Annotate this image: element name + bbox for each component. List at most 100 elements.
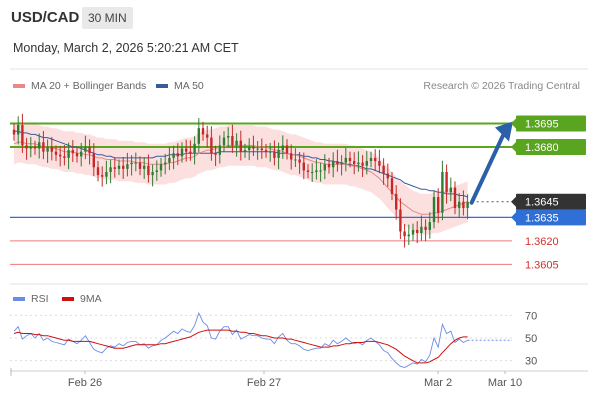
candle-body bbox=[403, 231, 406, 237]
forecast-arrow-head bbox=[495, 121, 513, 142]
candle-body bbox=[17, 125, 20, 135]
level-badge-pointer bbox=[511, 195, 517, 208]
candle-body bbox=[243, 150, 247, 152]
candle-body bbox=[63, 156, 66, 158]
candle-body bbox=[365, 161, 368, 166]
candle-body bbox=[25, 145, 28, 149]
rsi-tick-label: 50 bbox=[525, 333, 537, 345]
candle-body bbox=[399, 209, 402, 232]
forecast-arrow-shaft bbox=[469, 133, 505, 205]
candle-body bbox=[277, 150, 280, 158]
x-tick-label: Mar 10 bbox=[488, 377, 522, 389]
candle-body bbox=[92, 153, 95, 168]
candle-body bbox=[256, 148, 259, 150]
candle-body bbox=[311, 172, 314, 173]
candle-body bbox=[59, 154, 62, 157]
candle-body bbox=[231, 136, 234, 146]
candle-body bbox=[285, 145, 289, 154]
ma50-label: MA 50 bbox=[174, 80, 204, 92]
candle-body bbox=[306, 170, 310, 172]
candle-body bbox=[336, 161, 339, 165]
candle-body bbox=[302, 162, 305, 171]
candle-body bbox=[390, 178, 394, 194]
x-tick-label: Feb 26 bbox=[68, 377, 102, 389]
candle-body bbox=[466, 201, 469, 208]
level-badge-pointer bbox=[511, 140, 517, 153]
timeframe-button[interactable]: 30 MIN bbox=[82, 7, 133, 29]
candle-body bbox=[197, 128, 200, 144]
candle-body bbox=[432, 197, 436, 223]
legend-rsi: RSI bbox=[13, 293, 49, 305]
level-badge-1-3695 bbox=[516, 115, 586, 132]
candle-body bbox=[126, 164, 129, 169]
rsi-swatch bbox=[13, 297, 25, 302]
candle-body bbox=[122, 165, 125, 169]
candle-body bbox=[344, 157, 347, 163]
candle-body bbox=[21, 125, 24, 146]
candle-body bbox=[71, 150, 74, 154]
candle-body bbox=[96, 167, 100, 176]
candle-body bbox=[441, 172, 444, 213]
candle-body bbox=[201, 128, 205, 135]
legend-ma20: MA 20 + Bollinger Bands bbox=[13, 80, 146, 92]
candle-body bbox=[227, 136, 230, 138]
candle-body bbox=[395, 193, 398, 210]
candle-body bbox=[12, 129, 16, 135]
candle-body bbox=[54, 151, 58, 155]
level-label: 1.3635 bbox=[525, 212, 559, 224]
ma20-label: MA 20 + Bollinger Bands bbox=[31, 80, 147, 92]
rsi-label: RSI bbox=[31, 293, 49, 305]
candle-body bbox=[109, 167, 112, 172]
candle-body bbox=[180, 148, 184, 157]
candle-body bbox=[113, 167, 116, 169]
level-label: 1.3695 bbox=[525, 118, 559, 130]
candle-body bbox=[210, 137, 213, 154]
candle-body bbox=[332, 161, 335, 168]
candle-body bbox=[80, 151, 83, 157]
level-badge-pointer bbox=[511, 211, 517, 224]
candle-body bbox=[143, 165, 146, 169]
candle-body bbox=[218, 145, 221, 155]
level-badge-1-3680 bbox=[516, 138, 586, 155]
bollinger-band bbox=[14, 121, 468, 235]
candle-body bbox=[340, 162, 343, 165]
chart-datetime: Monday, March 2, 2026 5:20:21 AM CET bbox=[13, 41, 239, 55]
candle-body bbox=[176, 153, 179, 157]
candle-body bbox=[348, 157, 352, 162]
candle-body bbox=[33, 146, 37, 149]
candle-body bbox=[462, 201, 465, 208]
ma9-label: 9MA bbox=[80, 293, 102, 305]
candle-body bbox=[273, 151, 276, 158]
x-tick-label: Feb 27 bbox=[247, 377, 281, 389]
candle-body bbox=[453, 187, 457, 208]
candle-body bbox=[411, 229, 415, 235]
candle-body bbox=[159, 164, 163, 171]
candle-body bbox=[369, 157, 373, 162]
candle-body bbox=[264, 150, 268, 152]
candle-body bbox=[449, 187, 452, 193]
level-badge-1-3645 bbox=[516, 193, 586, 210]
candle-body bbox=[269, 151, 272, 153]
candle-body bbox=[407, 234, 410, 237]
candle-body bbox=[151, 172, 154, 176]
x-tick-label: Mar 2 bbox=[424, 377, 452, 389]
candle-body bbox=[298, 159, 301, 163]
candle-body bbox=[168, 157, 171, 163]
candle-body bbox=[361, 162, 364, 166]
candle-body bbox=[38, 142, 41, 149]
candle-body bbox=[281, 145, 284, 151]
candle-body bbox=[252, 146, 255, 149]
candle-body bbox=[424, 226, 427, 230]
candle-body bbox=[319, 170, 322, 172]
candle-body bbox=[134, 162, 137, 164]
level-label: 1.3620 bbox=[525, 236, 559, 248]
level-badge-pointer bbox=[511, 117, 517, 130]
level-label: 1.3645 bbox=[525, 197, 559, 209]
ma50-swatch bbox=[156, 84, 168, 89]
candle-body bbox=[101, 175, 104, 177]
candle-body bbox=[46, 146, 49, 152]
candle-body bbox=[50, 146, 53, 152]
candle-body bbox=[248, 146, 251, 151]
candle-body bbox=[416, 229, 419, 234]
candle-body bbox=[206, 134, 209, 138]
